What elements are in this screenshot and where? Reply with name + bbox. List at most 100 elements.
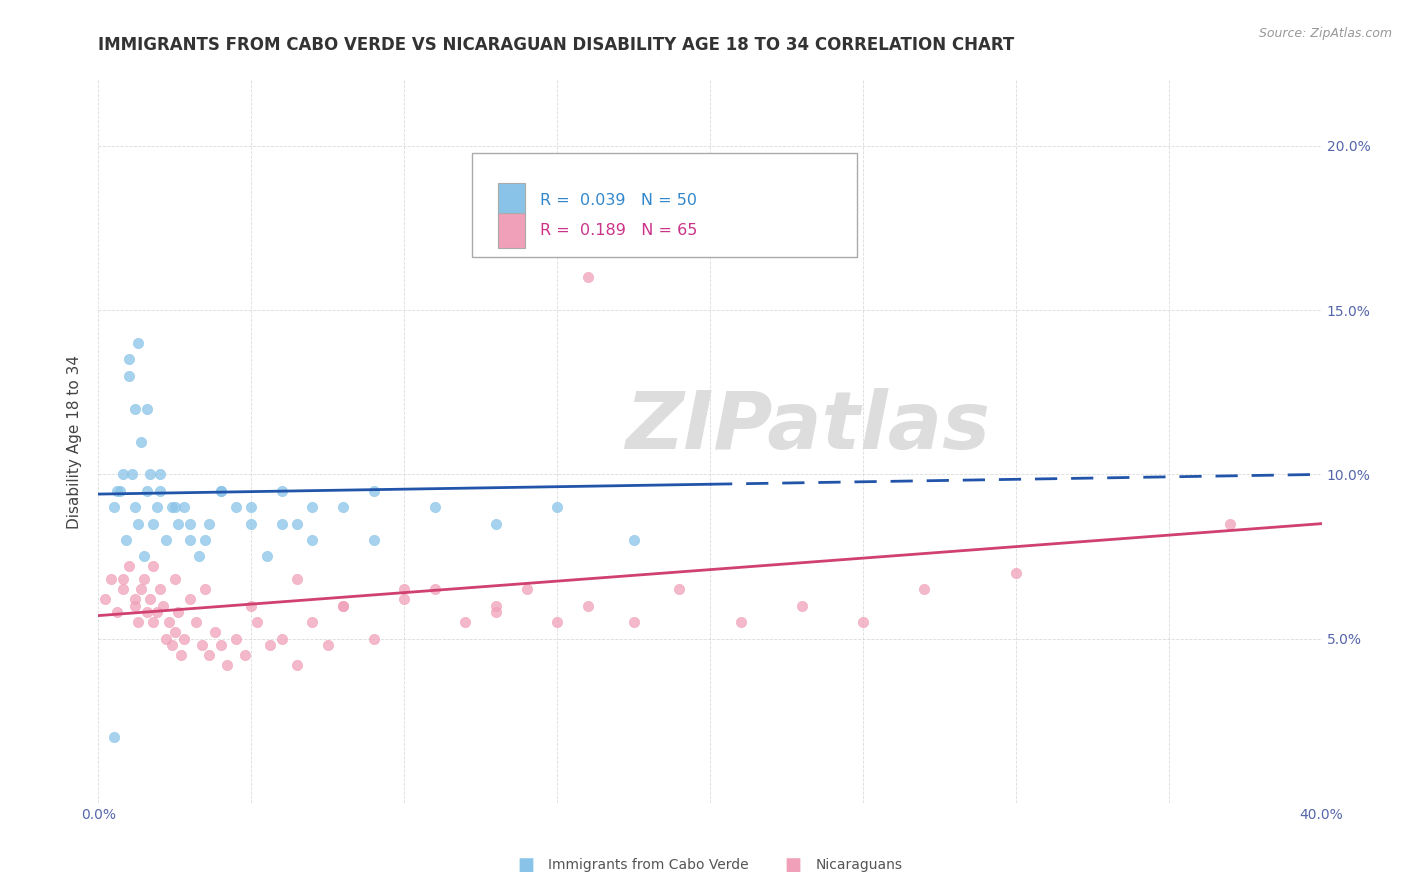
Point (111, 467, 134, 482)
Point (576, 599, 599, 613)
Point (145, 500, 167, 515)
Point (485, 599, 508, 613)
Point (167, 605, 190, 619)
Text: ZIPatlas: ZIPatlas (626, 388, 990, 467)
Point (668, 582, 690, 597)
Point (194, 533, 217, 547)
Point (191, 638, 214, 652)
Point (124, 401, 146, 416)
Point (912, 582, 935, 597)
Point (103, 730, 125, 744)
Point (1004, 566, 1026, 580)
Point (363, 533, 385, 547)
Point (454, 615, 477, 630)
Point (149, 483, 172, 498)
Point (105, 605, 128, 619)
Point (485, 516, 508, 531)
Point (270, 516, 292, 531)
Point (129, 434, 152, 449)
Point (240, 516, 263, 531)
Point (139, 467, 162, 482)
Point (124, 500, 146, 515)
Point (301, 615, 323, 630)
Point (173, 500, 195, 515)
Point (118, 352, 141, 367)
Point (546, 615, 568, 630)
Text: ■: ■ (785, 856, 801, 874)
Point (392, 582, 416, 597)
Point (134, 573, 156, 587)
Point (129, 582, 152, 597)
Point (108, 483, 131, 498)
Point (363, 483, 385, 498)
Text: R =  0.189   N = 65: R = 0.189 N = 65 (540, 223, 697, 237)
Point (194, 582, 217, 597)
Point (246, 615, 269, 630)
Point (301, 533, 323, 547)
Point (332, 599, 354, 613)
Point (363, 632, 385, 646)
Point (197, 648, 219, 662)
Point (186, 615, 208, 630)
Point (152, 599, 174, 613)
Point (100, 573, 122, 587)
Point (270, 483, 292, 498)
FancyBboxPatch shape (471, 153, 856, 257)
Point (127, 336, 149, 351)
Point (225, 500, 247, 515)
Point (105, 483, 128, 498)
Point (852, 615, 875, 630)
Point (392, 592, 416, 607)
Point (170, 648, 193, 662)
Point (423, 500, 446, 515)
Point (1219, 516, 1241, 531)
Point (516, 582, 538, 597)
Point (142, 615, 165, 630)
Point (163, 625, 186, 640)
FancyBboxPatch shape (498, 183, 526, 218)
Point (188, 549, 211, 564)
Point (127, 615, 149, 630)
Point (623, 533, 645, 547)
Point (179, 592, 201, 607)
Point (142, 516, 165, 531)
Point (136, 605, 159, 619)
Point (93, 592, 115, 607)
Point (115, 533, 138, 547)
Point (142, 559, 165, 574)
Point (155, 533, 177, 547)
Point (118, 368, 141, 383)
Point (157, 615, 180, 630)
Point (209, 483, 232, 498)
Point (285, 516, 308, 531)
Text: IMMIGRANTS FROM CABO VERDE VS NICARAGUAN DISABILITY AGE 18 TO 34 CORRELATION CHA: IMMIGRANTS FROM CABO VERDE VS NICARAGUAN… (98, 36, 1015, 54)
Point (215, 657, 238, 672)
Text: Source: ZipAtlas.com: Source: ZipAtlas.com (1258, 27, 1392, 40)
Text: R =  0.039   N = 50: R = 0.039 N = 50 (540, 193, 697, 208)
Point (124, 592, 146, 607)
Point (240, 500, 263, 515)
Point (197, 516, 219, 531)
FancyBboxPatch shape (498, 213, 526, 248)
Point (256, 549, 278, 564)
Point (121, 467, 143, 482)
Point (160, 638, 183, 652)
Point (259, 638, 281, 652)
Point (160, 500, 183, 515)
Point (270, 632, 292, 646)
Point (240, 599, 263, 613)
Point (136, 401, 159, 416)
Point (790, 599, 813, 613)
Point (167, 516, 190, 531)
Point (209, 638, 232, 652)
Point (179, 516, 201, 531)
Text: Immigrants from Cabo Verde: Immigrants from Cabo Verde (548, 858, 749, 872)
Point (576, 270, 599, 285)
Point (118, 559, 141, 574)
Point (423, 582, 446, 597)
Point (124, 599, 146, 613)
Point (103, 500, 125, 515)
Point (149, 467, 172, 482)
Point (139, 592, 162, 607)
Point (155, 632, 177, 646)
